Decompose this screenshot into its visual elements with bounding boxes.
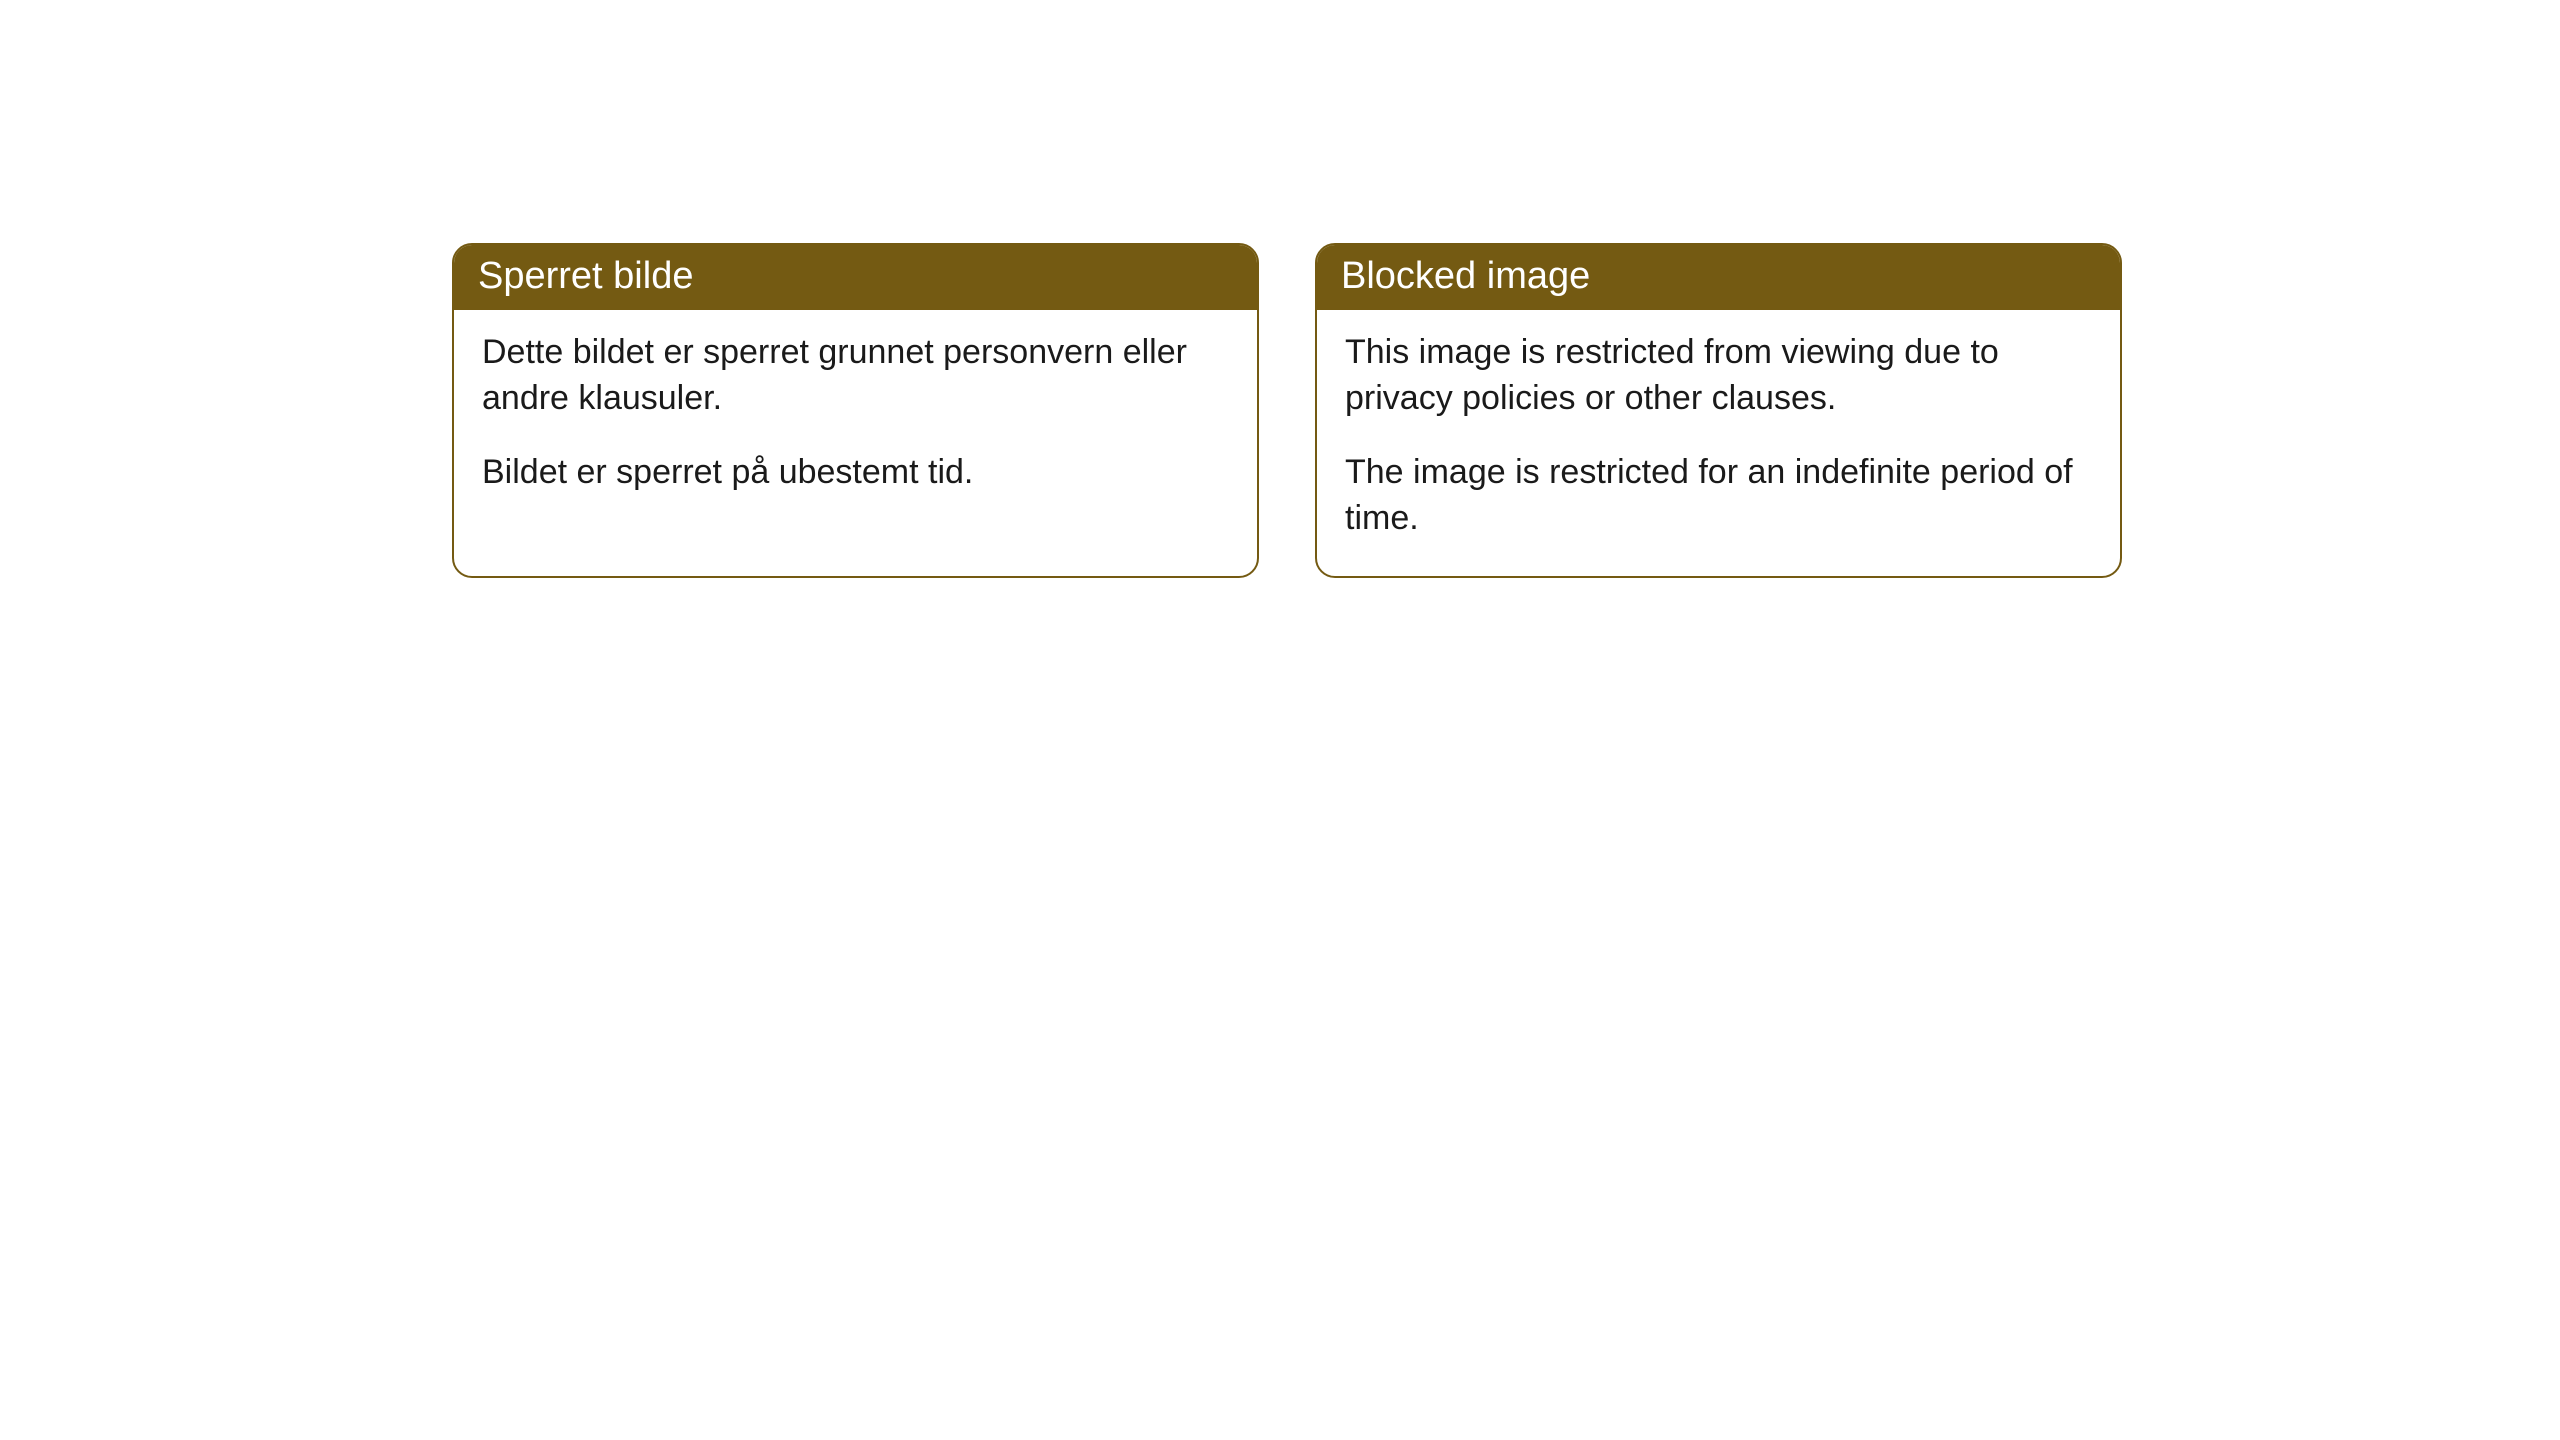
- blocked-image-card-norwegian: Sperret bilde Dette bildet er sperret gr…: [452, 243, 1259, 578]
- card-body: This image is restricted from viewing du…: [1317, 310, 2120, 576]
- card-paragraph: Dette bildet er sperret grunnet personve…: [482, 330, 1229, 422]
- blocked-image-card-english: Blocked image This image is restricted f…: [1315, 243, 2122, 578]
- card-title: Blocked image: [1317, 245, 2120, 310]
- card-paragraph: The image is restricted for an indefinit…: [1345, 450, 2092, 542]
- card-paragraph: This image is restricted from viewing du…: [1345, 330, 2092, 422]
- notice-cards-container: Sperret bilde Dette bildet er sperret gr…: [452, 243, 2122, 578]
- card-title: Sperret bilde: [454, 245, 1257, 310]
- card-body: Dette bildet er sperret grunnet personve…: [454, 310, 1257, 530]
- card-paragraph: Bildet er sperret på ubestemt tid.: [482, 450, 1229, 496]
